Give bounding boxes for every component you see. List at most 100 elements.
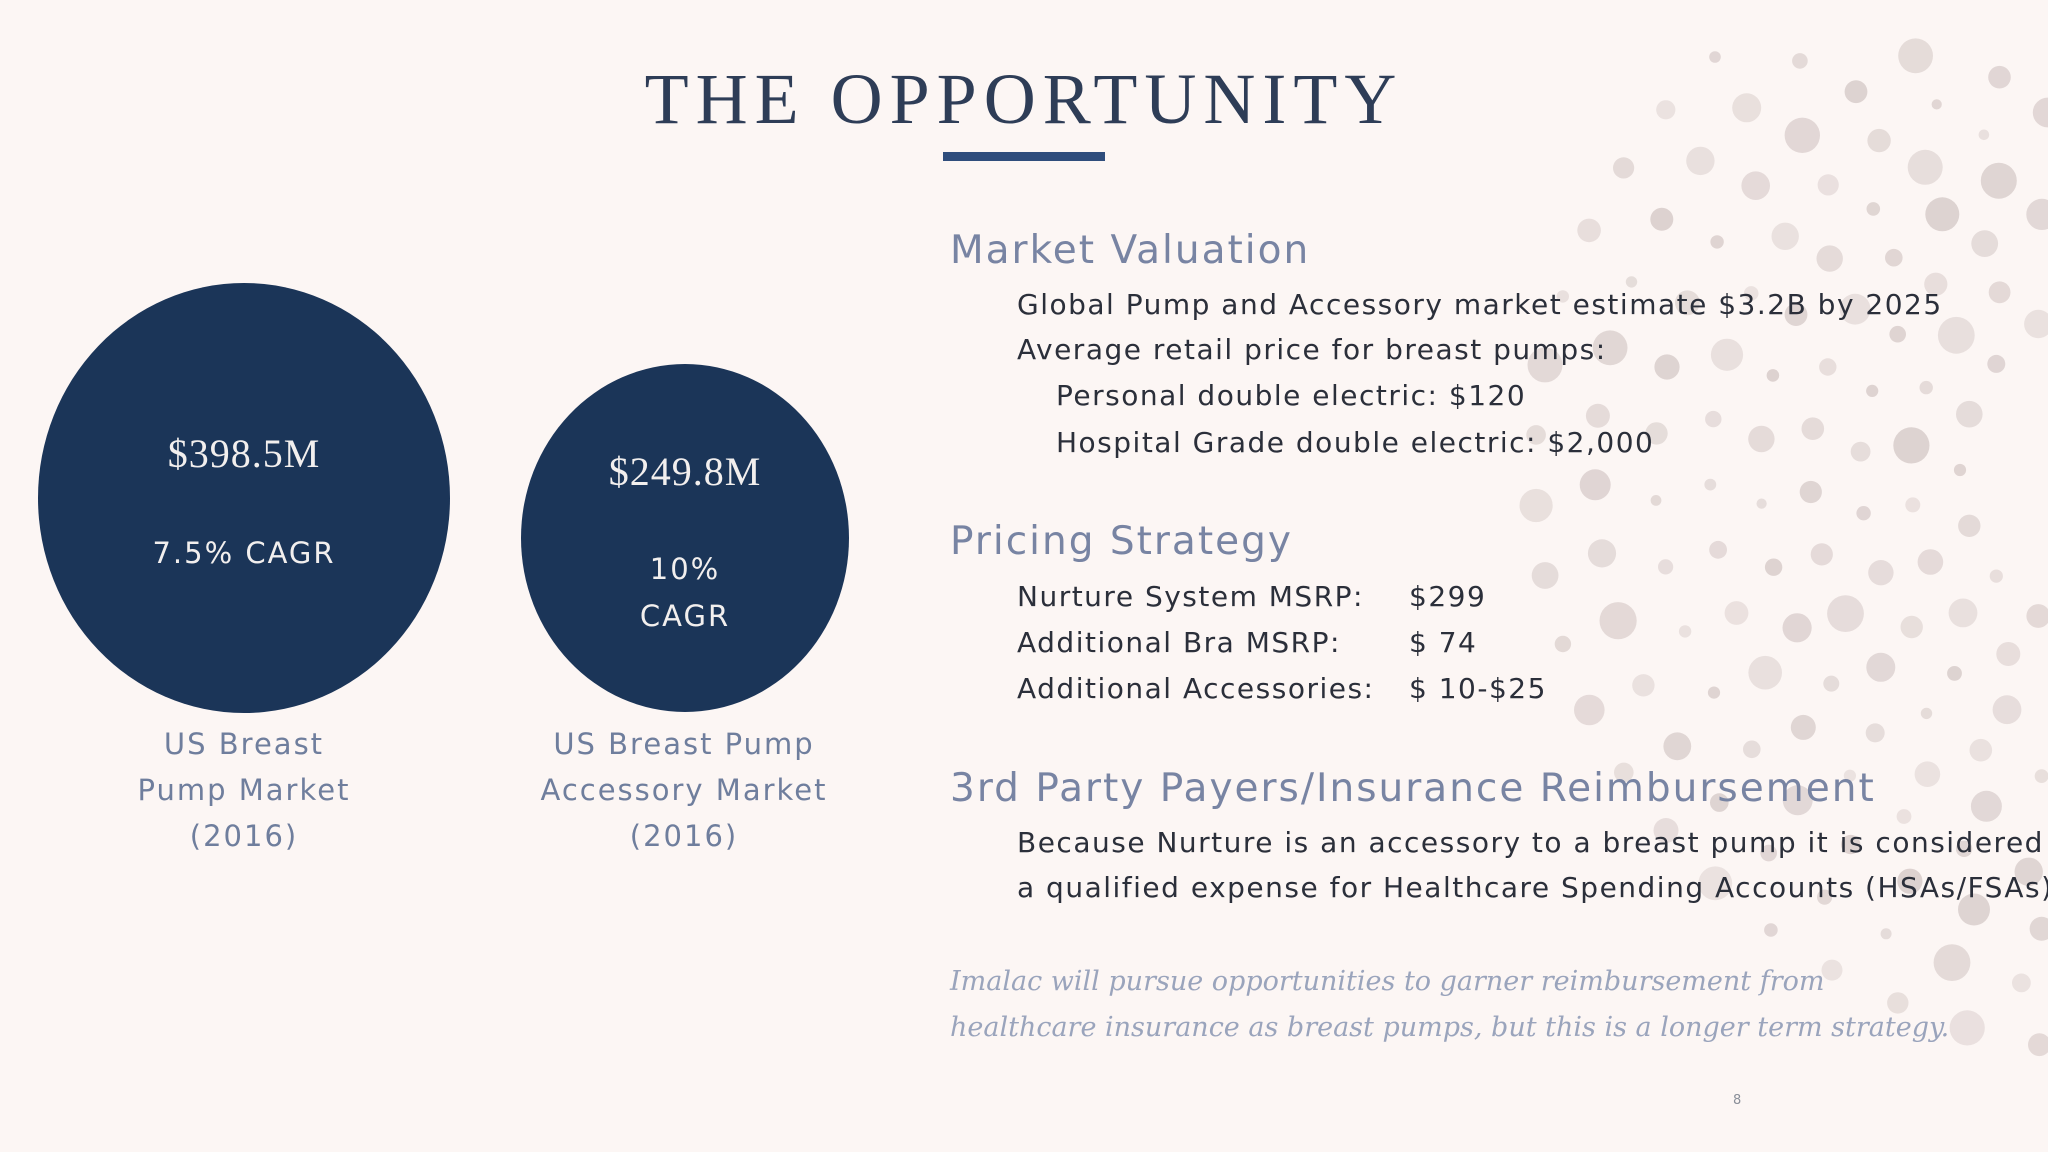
decorative-dot: [1526, 425, 1546, 445]
decorative-dot: [1980, 162, 2017, 199]
decorative-dot: [1817, 174, 1839, 196]
bubble-cagr-line: 10%: [649, 552, 721, 586]
us-accessory-market-caption: US Breast Pump Accessory Market (2016): [534, 721, 834, 859]
caption-line: US Breast Pump: [553, 727, 815, 761]
decorative-dot: [1996, 642, 2021, 666]
decorative-dot: [1650, 495, 1662, 506]
decorative-dot: [1599, 602, 1637, 640]
decorative-dot: [1748, 655, 1782, 690]
decorative-dot: [1948, 598, 1978, 628]
decorative-dot: [1650, 207, 1674, 231]
decorative-dot: [1748, 425, 1775, 453]
title-underline: [943, 152, 1105, 161]
decorative-dot: [1592, 330, 1628, 366]
decorative-dot: [1867, 128, 1891, 153]
decorative-dot: [1656, 100, 1676, 120]
decorative-dot: [1889, 325, 1906, 343]
decorative-dot: [1658, 559, 1674, 575]
decorative-dot: [1710, 235, 1724, 249]
decorative-dot: [1613, 157, 1635, 179]
decorative-dot: [1823, 675, 1840, 692]
decorative-dot: [1710, 793, 1729, 812]
decorative-dot: [1958, 514, 1981, 537]
decorative-dot: [1756, 498, 1767, 509]
decorative-dot: [1937, 316, 1975, 354]
decorative-dot: [1704, 478, 1717, 491]
decorative-dot: [1896, 809, 1912, 824]
decorative-dot: [1920, 707, 1933, 720]
decorative-dot: [1844, 80, 1868, 104]
decorative-dot: [1675, 290, 1700, 316]
pricing-strategy-heading: Pricing Strategy: [950, 519, 1293, 564]
decorative-dot: [1887, 992, 1909, 1014]
decorative-dot: [1741, 171, 1770, 200]
decorative-dot: [1839, 293, 1871, 325]
market-valuation-line: Hospital Grade double electric: $2,000: [1056, 426, 1655, 459]
decorative-dot: [1924, 272, 1948, 296]
decorative-dot: [1992, 695, 2022, 725]
decorative-dot: [1989, 569, 2003, 583]
strategy-note: Imalac will pursue opportunities to garn…: [950, 959, 1949, 1051]
decorative-dot: [1663, 732, 1692, 761]
decorative-dot: [1527, 347, 1563, 383]
decorative-dot: [1760, 844, 1777, 862]
decorative-dot: [1709, 51, 1721, 63]
decorative-dot: [1614, 762, 1634, 783]
pricing-row-label: Additional Bra MSRP:: [1017, 626, 1341, 659]
decorative-dot: [1792, 53, 1808, 69]
decorative-dot: [1698, 866, 1733, 901]
decorative-dot: [1790, 714, 1816, 740]
decorative-dot: [1988, 65, 2011, 89]
decorative-dot: [1801, 417, 1825, 441]
decorative-dot: [1866, 202, 1881, 216]
market-valuation-line: Average retail price for breast pumps:: [1017, 333, 1607, 366]
caption-line: Pump Market: [137, 773, 351, 807]
decorative-dot: [1519, 488, 1553, 523]
decorative-dot: [1554, 635, 1572, 653]
us-pump-market-bubble: $398.5M 7.5% CAGR: [38, 283, 450, 713]
decorative-dot: [1978, 129, 1990, 141]
page-number: 8: [1733, 1093, 1742, 1108]
pricing-row-price: $ 10-$25: [1409, 672, 1547, 705]
decorative-dot: [1810, 543, 1833, 566]
market-valuation-heading: Market Valuation: [950, 228, 1311, 273]
decorative-dot: [1574, 694, 1605, 726]
decorative-dot: [2026, 604, 2048, 628]
decorative-dot: [2034, 769, 2048, 783]
decorative-dot: [1782, 785, 1813, 816]
decorative-dot: [1724, 601, 1749, 625]
decorative-dot: [1556, 290, 1570, 303]
decorative-dot: [1705, 410, 1722, 428]
decorative-dot: [1970, 790, 2002, 822]
decorative-dot: [1654, 354, 1680, 380]
decorative-dot: [1799, 480, 1822, 504]
decorative-dot: [1632, 674, 1655, 697]
caption-line: US Breast: [163, 727, 325, 761]
decorative-dot: [1585, 403, 1610, 428]
reimbursement-line: a qualified expense for Healthcare Spend…: [1017, 871, 2048, 904]
decorative-dot: [1579, 469, 1611, 501]
decorative-dot: [1865, 723, 1885, 743]
decorative-dot: [1956, 400, 1983, 428]
decorative-dot: [1764, 558, 1783, 576]
decorative-dot: [1914, 761, 1941, 787]
decorative-dot: [1905, 497, 1921, 513]
caption-line: (2016): [629, 819, 739, 853]
bubble-cagr: 7.5% CAGR: [152, 536, 336, 570]
caption-line: Accessory Market: [540, 773, 828, 807]
decorative-dot: [1917, 549, 1944, 575]
decorative-dot: [1764, 923, 1778, 937]
note-line: healthcare insurance as breast pumps, bu…: [950, 1012, 1950, 1043]
page-title: THE OPPORTUNITY: [644, 59, 1404, 139]
decorative-dot: [1743, 286, 1759, 301]
decorative-dot: [1732, 93, 1762, 123]
pricing-row-label: Nurture System MSRP:: [1017, 580, 1364, 613]
decorative-dot: [1817, 889, 1833, 905]
decorative-dot: [1856, 506, 1871, 521]
decorative-dot: [1841, 834, 1861, 855]
pricing-row-price: $ 74: [1409, 626, 1478, 659]
decorative-dot: [2012, 973, 2031, 993]
decorative-dot: [1955, 840, 1973, 857]
decorative-dot: [2032, 97, 2048, 128]
